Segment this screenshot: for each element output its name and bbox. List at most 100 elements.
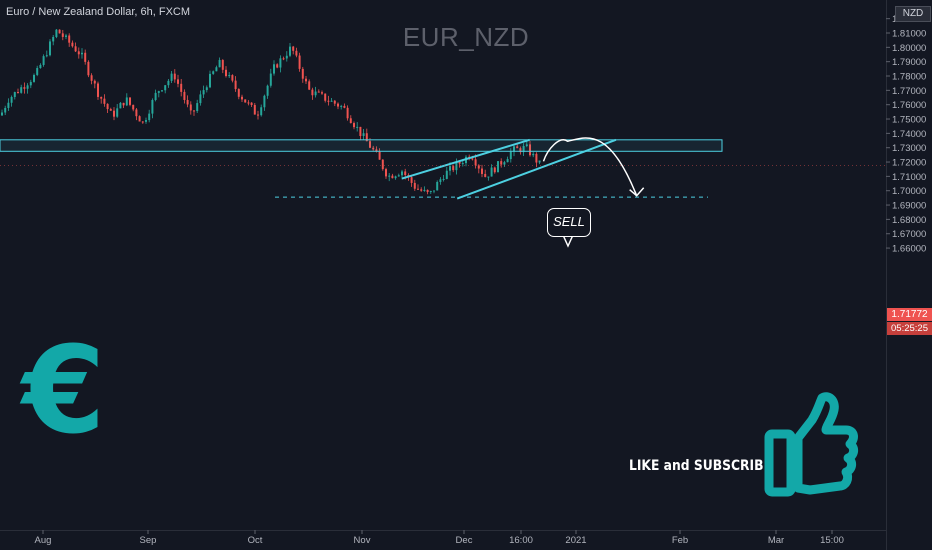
candle-body xyxy=(359,126,362,137)
resistance-zone xyxy=(0,139,723,152)
candle-body xyxy=(77,51,80,55)
candle-body xyxy=(509,151,512,160)
sell-callout[interactable]: SELL xyxy=(547,208,591,237)
euro-sign-icon: € xyxy=(22,322,106,461)
price-tick-label: 1.80000 xyxy=(892,43,926,54)
price-scale-background xyxy=(886,0,932,550)
candle-body xyxy=(513,146,515,152)
price-tick-label: 1.81000 xyxy=(892,29,926,40)
candle-body xyxy=(10,96,13,103)
candle-body xyxy=(445,170,448,179)
candle-body xyxy=(353,123,355,128)
candle-body xyxy=(183,91,186,100)
candle-body xyxy=(452,166,455,171)
candle-body xyxy=(132,104,135,110)
candle-body xyxy=(388,175,391,177)
price-tick-label: 1.77000 xyxy=(892,86,926,97)
time-tick-label: Oct xyxy=(248,535,263,546)
candle-body xyxy=(327,100,330,102)
candle-body xyxy=(7,102,10,108)
candle-body xyxy=(397,175,400,177)
candle-body xyxy=(151,100,154,114)
candle-body xyxy=(429,191,432,193)
candle-body xyxy=(532,153,535,156)
candle-body xyxy=(81,52,83,55)
candle-body xyxy=(250,102,253,106)
thumbs-up-icon xyxy=(764,392,859,497)
price-tick-label: 1.72000 xyxy=(892,158,926,169)
wedge-lower-line xyxy=(456,138,617,200)
candle-body xyxy=(164,85,167,91)
candle-body xyxy=(340,105,343,107)
candle-body xyxy=(65,35,67,37)
candle-body xyxy=(410,177,413,183)
projection-path xyxy=(542,137,638,197)
candle-body xyxy=(23,87,26,89)
candle-body xyxy=(365,133,368,142)
candle-body xyxy=(314,91,317,96)
candle-body xyxy=(417,188,419,190)
candle-body xyxy=(215,67,218,72)
symbol-info[interactable]: Euro / New Zealand Dollar, 6h, FXCM xyxy=(6,6,191,18)
candle-body xyxy=(196,103,199,112)
like-subscribe-text[interactable]: LIKE and SUBSCRIBE xyxy=(629,458,772,474)
candle-body xyxy=(55,29,58,37)
candle-body xyxy=(535,153,538,163)
candle-body xyxy=(39,64,42,69)
candle-body xyxy=(522,146,525,153)
candle-body xyxy=(106,103,109,110)
price-tick-label: 1.70000 xyxy=(892,186,926,197)
candle-body xyxy=(36,68,39,75)
candle-body xyxy=(103,98,106,104)
candle-body xyxy=(385,169,387,177)
candle-body xyxy=(423,189,426,191)
price-tick-label: 1.75000 xyxy=(892,115,926,126)
candle-body xyxy=(506,159,509,163)
price-tick-label: 1.78000 xyxy=(892,72,926,83)
wedge-upper-line xyxy=(401,138,530,180)
candle-body xyxy=(205,87,208,91)
candle-body xyxy=(253,105,256,115)
candle-body xyxy=(436,182,439,191)
time-tick-label: Aug xyxy=(35,535,52,546)
candle-body xyxy=(391,175,394,179)
candle-body xyxy=(500,161,503,165)
candle-body xyxy=(154,92,157,101)
candle-body xyxy=(122,102,125,106)
candle-body xyxy=(477,165,480,169)
candle-body xyxy=(349,118,352,124)
candle-body xyxy=(343,105,346,108)
candle-body xyxy=(375,149,378,152)
candle-body xyxy=(298,55,301,69)
candle-body xyxy=(330,100,333,102)
candle-body xyxy=(471,158,474,160)
candle-body xyxy=(484,173,487,177)
candle-body xyxy=(420,189,423,191)
candle-body xyxy=(189,104,192,111)
time-tick-label: Dec xyxy=(456,535,473,546)
candle-body xyxy=(125,97,128,106)
candle-body xyxy=(263,95,266,108)
candle-body xyxy=(199,94,202,104)
candle-body xyxy=(372,147,375,150)
currency-label[interactable]: NZD xyxy=(895,6,931,22)
candle-body xyxy=(308,81,311,90)
candle-body xyxy=(269,73,272,86)
candle-body xyxy=(145,120,147,122)
candle-body xyxy=(177,79,179,84)
candle-body xyxy=(356,126,359,128)
candle-body xyxy=(225,69,227,77)
candle-body xyxy=(90,75,93,81)
candle-body xyxy=(138,116,141,122)
candle-body xyxy=(29,81,32,86)
candle-body xyxy=(141,121,144,123)
price-tick-label: 1.71000 xyxy=(892,172,926,183)
candle-body xyxy=(74,46,77,52)
candle-body xyxy=(305,78,307,82)
candle-body xyxy=(157,91,160,93)
candle-body xyxy=(113,110,115,117)
candle-body xyxy=(45,55,48,57)
candle-body xyxy=(97,83,99,97)
candle-body xyxy=(231,75,234,81)
candle-body xyxy=(247,102,250,104)
